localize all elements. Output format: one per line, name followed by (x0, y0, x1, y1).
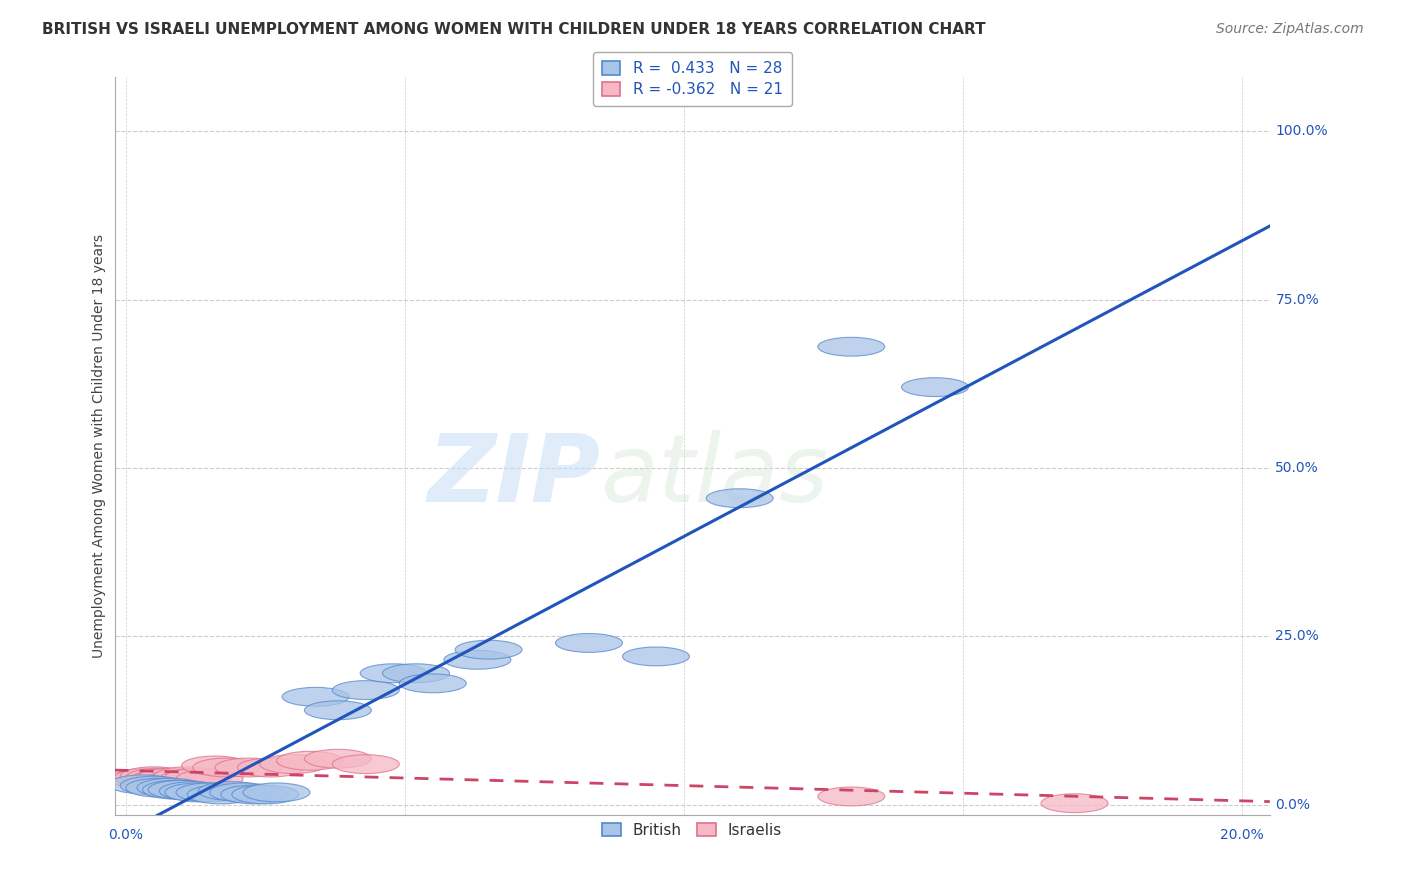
Ellipse shape (232, 785, 299, 804)
Ellipse shape (165, 768, 232, 787)
Ellipse shape (131, 770, 198, 789)
Ellipse shape (142, 780, 209, 799)
Text: 75.0%: 75.0% (1275, 293, 1319, 307)
Ellipse shape (176, 783, 243, 802)
Ellipse shape (136, 768, 204, 787)
Ellipse shape (148, 770, 215, 789)
Ellipse shape (332, 755, 399, 773)
Ellipse shape (110, 775, 176, 794)
Ellipse shape (121, 767, 187, 786)
Ellipse shape (360, 664, 427, 682)
Ellipse shape (260, 755, 326, 773)
Ellipse shape (399, 674, 467, 693)
Ellipse shape (243, 783, 309, 802)
Ellipse shape (159, 781, 226, 800)
Ellipse shape (818, 337, 884, 356)
Ellipse shape (115, 768, 181, 787)
Y-axis label: Unemployment Among Women with Children Under 18 years: Unemployment Among Women with Children U… (93, 234, 107, 658)
Ellipse shape (215, 758, 283, 777)
Ellipse shape (136, 778, 204, 797)
Text: Source: ZipAtlas.com: Source: ZipAtlas.com (1216, 22, 1364, 37)
Legend: British, Israelis: British, Israelis (596, 816, 789, 844)
Ellipse shape (165, 783, 232, 802)
Text: 0.0%: 0.0% (1275, 797, 1310, 812)
Ellipse shape (305, 749, 371, 768)
Ellipse shape (818, 787, 884, 805)
Ellipse shape (110, 770, 176, 789)
Ellipse shape (444, 650, 510, 669)
Ellipse shape (382, 664, 450, 682)
Text: 25.0%: 25.0% (1275, 629, 1319, 643)
Ellipse shape (901, 377, 969, 397)
Ellipse shape (283, 688, 349, 706)
Ellipse shape (148, 780, 215, 799)
Ellipse shape (125, 768, 193, 787)
Ellipse shape (121, 776, 187, 795)
Ellipse shape (153, 767, 221, 786)
Ellipse shape (555, 633, 623, 652)
Text: 50.0%: 50.0% (1275, 461, 1319, 475)
Ellipse shape (305, 701, 371, 720)
Ellipse shape (1040, 794, 1108, 813)
Ellipse shape (181, 756, 249, 775)
Ellipse shape (456, 640, 522, 659)
Ellipse shape (198, 781, 266, 800)
Ellipse shape (332, 681, 399, 699)
Ellipse shape (706, 489, 773, 508)
Ellipse shape (221, 785, 288, 804)
Text: BRITISH VS ISRAELI UNEMPLOYMENT AMONG WOMEN WITH CHILDREN UNDER 18 YEARS CORRELA: BRITISH VS ISRAELI UNEMPLOYMENT AMONG WO… (42, 22, 986, 37)
Ellipse shape (277, 751, 343, 770)
Text: 0.0%: 0.0% (108, 828, 143, 842)
Text: 20.0%: 20.0% (1220, 828, 1264, 842)
Text: atlas: atlas (600, 430, 828, 521)
Text: 100.0%: 100.0% (1275, 124, 1329, 138)
Ellipse shape (176, 770, 243, 789)
Text: ZIP: ZIP (427, 430, 600, 522)
Ellipse shape (193, 758, 260, 777)
Ellipse shape (623, 647, 689, 665)
Ellipse shape (159, 770, 226, 789)
Ellipse shape (187, 785, 254, 804)
Ellipse shape (209, 783, 277, 802)
Ellipse shape (125, 778, 193, 797)
Ellipse shape (238, 758, 305, 777)
